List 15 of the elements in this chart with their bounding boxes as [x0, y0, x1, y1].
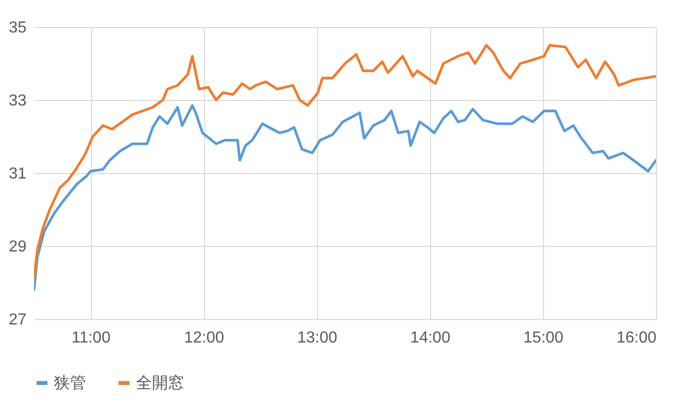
y-tick-label: 29 [8, 238, 27, 256]
x-tick-label: 14:00 [410, 330, 450, 346]
legend-label: 全開窓 [136, 373, 184, 392]
y-tick-label: 27 [8, 312, 27, 328]
y-tick-label: 31 [8, 166, 27, 182]
x-tick-label: 11:00 [72, 330, 111, 346]
y-tick-label: 33 [8, 92, 27, 110]
legend-label: 狭管 [54, 373, 86, 392]
line-series [34, 104, 656, 292]
line-series [34, 44, 656, 280]
x-tick-label: 16:00 [616, 330, 657, 346]
y-tick-label: 35 [8, 20, 27, 36]
x-tick-label: 13:00 [297, 330, 338, 346]
x-tick-label: 15:00 [523, 330, 564, 346]
x-tick-label: 12:00 [184, 330, 224, 346]
